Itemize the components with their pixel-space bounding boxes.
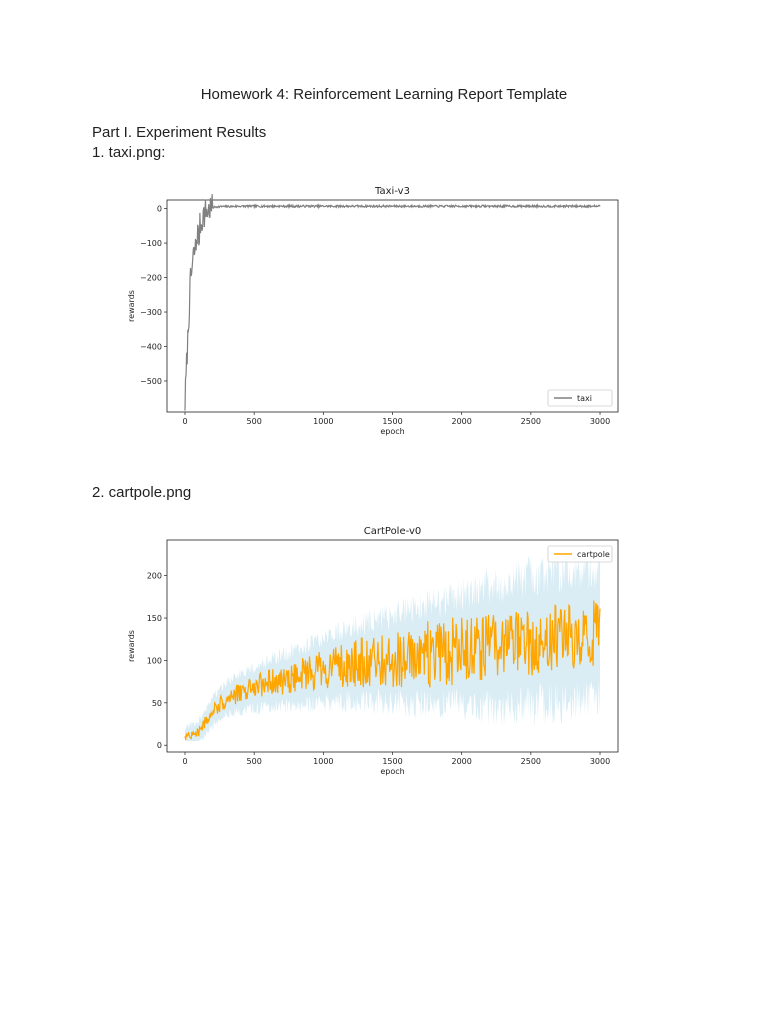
x-tick-label: 3000 [590,417,610,426]
x-tick-label: 2500 [521,757,541,766]
chart-title: CartPole-v0 [364,526,422,537]
legend-box [547,545,613,563]
x-tick-label: 1000 [313,757,333,766]
x-tick-label: 2000 [451,417,471,426]
part-heading: Part I. Experiment Results [92,124,267,141]
y-tick-label: −200 [140,274,162,283]
y-tick-label: 0 [157,741,162,750]
x-tick-label: 1500 [382,757,402,766]
legend: cartpole [547,545,613,563]
document-title: Homework 4: Reinforcement Learning Repor… [200,86,568,103]
legend-box [547,389,613,407]
x-tick-label: 0 [182,757,187,766]
legend-label: taxi [577,394,592,403]
y-tick-label: −100 [140,239,162,248]
y-tick-label: 50 [152,699,162,708]
taxi-chart-svg: Taxi-v3 0 500 1000 1500 2000 2500 3000 0 −100 −200… [127,186,619,436]
x-tick-label: 500 [247,757,262,766]
taxi-chart: Taxi-v3 0 500 1000 1500 2000 2500 3000 0 −100 −200… [120,182,620,442]
y-tick-label: −400 [140,343,162,352]
series-band-cartpole [185,547,600,741]
x-tick-label: 1500 [382,417,402,426]
y-axis-label: rewards [127,630,136,662]
legend-label: cartpole [577,550,610,559]
y-tick-label: −300 [140,308,162,317]
cartpole-chart-svg: CartPole-v0 0 500 1000 1500 2000 2500 3000 0 50 10… [127,526,619,776]
item-label-taxi: 1. taxi.png: [92,144,166,161]
legend: taxi [547,389,613,407]
item-label-cartpole: 2. cartpole.png [92,484,192,501]
series-line-cartpole [184,600,601,740]
x-tick-label: 2500 [521,417,541,426]
y-tick-label: 100 [147,656,162,665]
y-tick-label: 200 [147,572,162,581]
chart-title: Taxi-v3 [374,186,410,197]
x-tick-label: 2000 [451,757,471,766]
x-tick-label: 500 [247,417,262,426]
x-tick-label: 1000 [313,417,333,426]
x-tick-label: 3000 [590,757,610,766]
y-tick-label: 150 [147,614,162,623]
y-tick-label: −500 [140,377,162,386]
plot-frame [166,199,619,413]
x-tick-label: 0 [182,417,187,426]
series-line-taxi [184,194,601,411]
x-axis-label: epoch [380,427,404,436]
x-axis-label: epoch [380,767,404,776]
y-tick-label: 0 [157,205,162,214]
cartpole-chart: CartPole-v0 0 500 1000 1500 2000 2500 3000 0 50 10… [120,522,620,782]
y-axis-label: rewards [127,290,136,322]
